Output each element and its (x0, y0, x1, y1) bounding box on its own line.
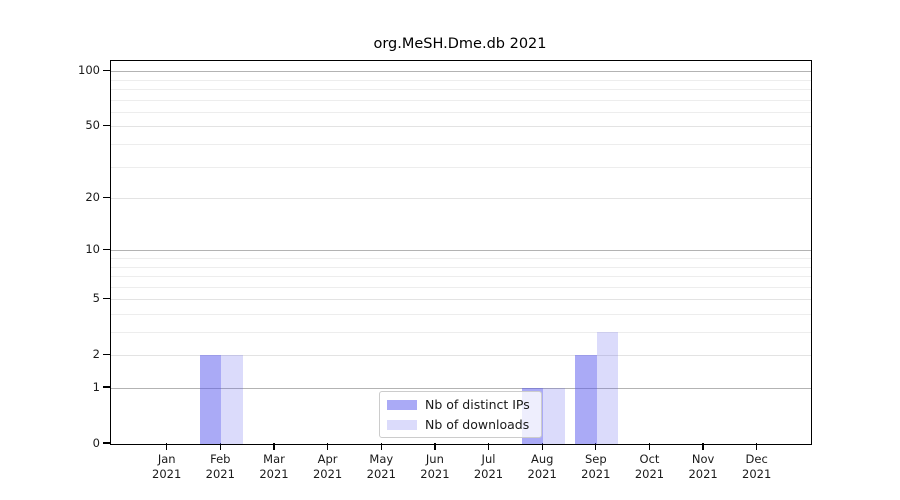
x-tick-year: 2021 (205, 467, 235, 481)
gridline-minor (111, 99, 811, 101)
x-tick-month: Jan (157, 452, 176, 466)
x-tick-label-jun: Jun 2021 (407, 452, 463, 482)
x-tick-label-jul: Jul 2021 (461, 452, 517, 482)
y-tick-label-0: 0 (92, 436, 100, 450)
legend-item-downloads: Nb of downloads (387, 417, 541, 432)
x-tick-month: Oct (639, 452, 660, 466)
x-tick-year: 2021 (742, 467, 772, 481)
x-tick-label-nov: Nov 2021 (675, 452, 731, 482)
x-tick-label-jan: Jan 2021 (139, 452, 195, 482)
bar-nb-of-distinct-ips-sep (575, 355, 597, 444)
gridline-minor (111, 111, 811, 113)
gridline-minor (111, 166, 811, 168)
y-tick-label-20: 20 (85, 190, 100, 205)
x-tick-label-may: May 2021 (353, 452, 409, 482)
gridline-minor (111, 332, 811, 333)
x-tick-month: Dec (745, 452, 768, 466)
x-tick-year: 2021 (312, 467, 343, 481)
gridline-minor (111, 144, 811, 145)
gridline-minor (111, 286, 811, 288)
gridline-minor (111, 79, 811, 81)
x-tick-month: Sep (584, 452, 607, 466)
x-tick-year: 2021 (527, 467, 557, 481)
x-tick-mark-nov (702, 443, 704, 450)
chart-title: org.MeSH.Dme.db 2021 (373, 36, 547, 52)
x-tick-year: 2021 (259, 467, 289, 481)
legend-label-distinct-ips: Nb of distinct IPs (425, 397, 530, 412)
legend: Nb of distinct IPs Nb of downloads (379, 391, 542, 438)
y-tick-label-100: 100 (78, 63, 100, 78)
x-tick-mark-apr (327, 443, 329, 450)
x-tick-label-mar: Mar 2021 (246, 452, 302, 482)
x-tick-mark-sep (595, 443, 597, 450)
gridline-minor (111, 266, 811, 268)
x-tick-month: May (369, 452, 394, 466)
legend-item-distinct-ips: Nb of distinct IPs (387, 397, 541, 412)
legend-swatch-downloads (387, 419, 417, 430)
y-tick-mark-5 (103, 297, 110, 299)
legend-label-downloads: Nb of downloads (425, 417, 530, 432)
x-tick-mark-may (380, 443, 382, 450)
x-tick-month: Apr (317, 452, 338, 466)
x-tick-month: Jun (425, 452, 444, 466)
x-tick-label-apr: Apr 2021 (300, 452, 356, 482)
x-tick-mark-dec (756, 443, 758, 450)
x-tick-mark-feb (219, 443, 221, 450)
y-tick-label-50: 50 (85, 118, 100, 133)
gridline-minor (111, 89, 811, 90)
x-tick-month: Mar (263, 452, 285, 466)
x-tick-mark-aug (541, 443, 543, 450)
gridline-mid (111, 299, 811, 301)
y-tick-label-10: 10 (85, 242, 100, 257)
x-tick-label-sep: Sep 2021 (568, 452, 624, 482)
bar-nb-of-distinct-ips-feb (199, 355, 222, 444)
x-tick-mark-mar (273, 443, 275, 450)
bar-nb-of-downloads-feb (221, 355, 243, 444)
x-tick-year: 2021 (634, 467, 665, 481)
x-tick-label-oct: Oct 2021 (622, 452, 678, 482)
legend-swatch-distinct-ips (387, 399, 417, 410)
plot-area: Nb of distinct IPs Nb of downloads (110, 60, 812, 445)
x-tick-month: Aug (530, 452, 554, 466)
gridline-mid (111, 198, 811, 200)
x-tick-year: 2021 (366, 467, 396, 481)
y-tick-label-1: 1 (92, 380, 100, 394)
x-tick-label-feb: Feb 2021 (192, 452, 248, 482)
x-tick-year: 2021 (152, 467, 182, 481)
y-tick-mark-0 (103, 442, 110, 444)
x-tick-month: Feb (210, 452, 231, 466)
gridline-minor (111, 258, 811, 259)
x-tick-mark-jan (166, 443, 168, 450)
gridline-major (111, 250, 811, 252)
x-tick-month: Nov (691, 452, 715, 466)
x-tick-label-aug: Aug 2021 (514, 452, 570, 482)
y-tick-mark-2 (103, 353, 110, 355)
bar-nb-of-downloads-aug (543, 388, 565, 444)
x-tick-year: 2021 (420, 467, 450, 481)
y-tick-label-5: 5 (92, 291, 100, 306)
gridline-minor (111, 276, 811, 277)
x-tick-mark-jul (487, 443, 490, 450)
gridline-major (111, 388, 811, 390)
y-tick-mark-1 (103, 386, 110, 388)
bar-nb-of-downloads-sep (596, 332, 619, 444)
y-tick-mark-50 (103, 124, 110, 127)
gridline-major (111, 71, 811, 73)
gridline-minor (111, 314, 811, 315)
y-tick-mark-100 (103, 69, 110, 71)
y-tick-label-2: 2 (92, 347, 100, 362)
x-tick-mark-jun (434, 443, 436, 450)
x-tick-label-dec: Dec 2021 (729, 452, 785, 482)
x-tick-month: Jul (481, 452, 496, 466)
x-tick-year: 2021 (581, 467, 611, 481)
y-tick-mark-10 (103, 248, 110, 250)
gridline-mid (111, 126, 811, 128)
y-tick-mark-20 (103, 196, 110, 198)
x-tick-mark-oct (648, 443, 651, 450)
x-tick-year: 2021 (473, 467, 504, 481)
gridline-mid (111, 355, 811, 357)
x-tick-year: 2021 (688, 467, 718, 481)
